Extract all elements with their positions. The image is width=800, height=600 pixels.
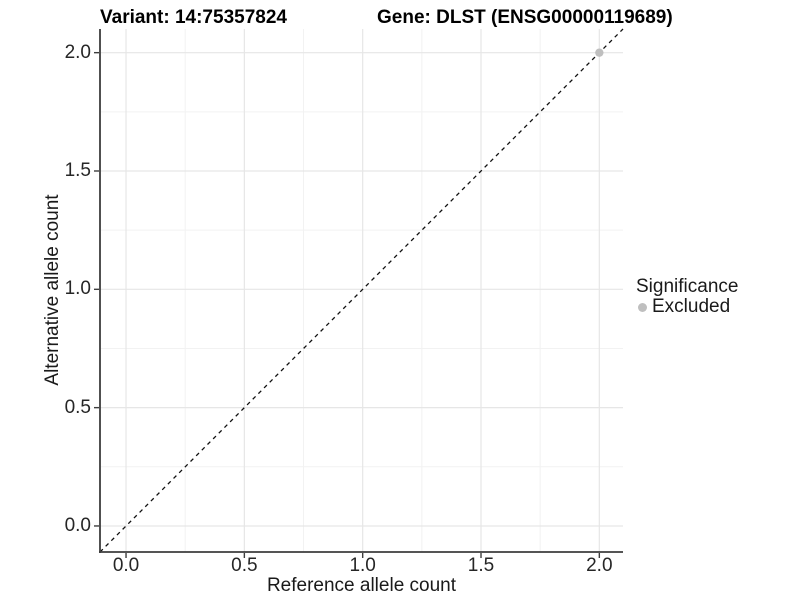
data-point-excluded (595, 48, 604, 57)
y-tick-label: 1.5 (64, 159, 91, 181)
x-tick-label: 1.0 (349, 555, 376, 576)
x-tick-label: 1.5 (467, 555, 495, 576)
x-tick-label: 2.0 (586, 555, 613, 576)
x-tick-label: 0.0 (112, 555, 140, 576)
legend-item-label: Excluded (652, 296, 731, 317)
x-axis-title: Reference allele count (266, 575, 457, 596)
y-tick-label: 0.0 (64, 514, 91, 536)
legend-title: Significance (636, 276, 739, 297)
legend-key-dot-icon (638, 302, 647, 312)
plot-title-gene: Gene: DLST (ENSG00000119689) (377, 7, 673, 28)
y-tick-label: 1.0 (64, 278, 91, 300)
legend-item-excluded: Excluded (638, 297, 738, 317)
y-tick-label: 2.0 (64, 41, 91, 63)
y-tick-label: 0.5 (64, 396, 91, 418)
x-tick-label: 0.5 (231, 555, 258, 576)
legend: Significance Excluded (636, 276, 738, 317)
plot-title-variant: Variant: 14:75357824 (100, 7, 287, 28)
reference-diagonal-line (99, 28, 624, 553)
